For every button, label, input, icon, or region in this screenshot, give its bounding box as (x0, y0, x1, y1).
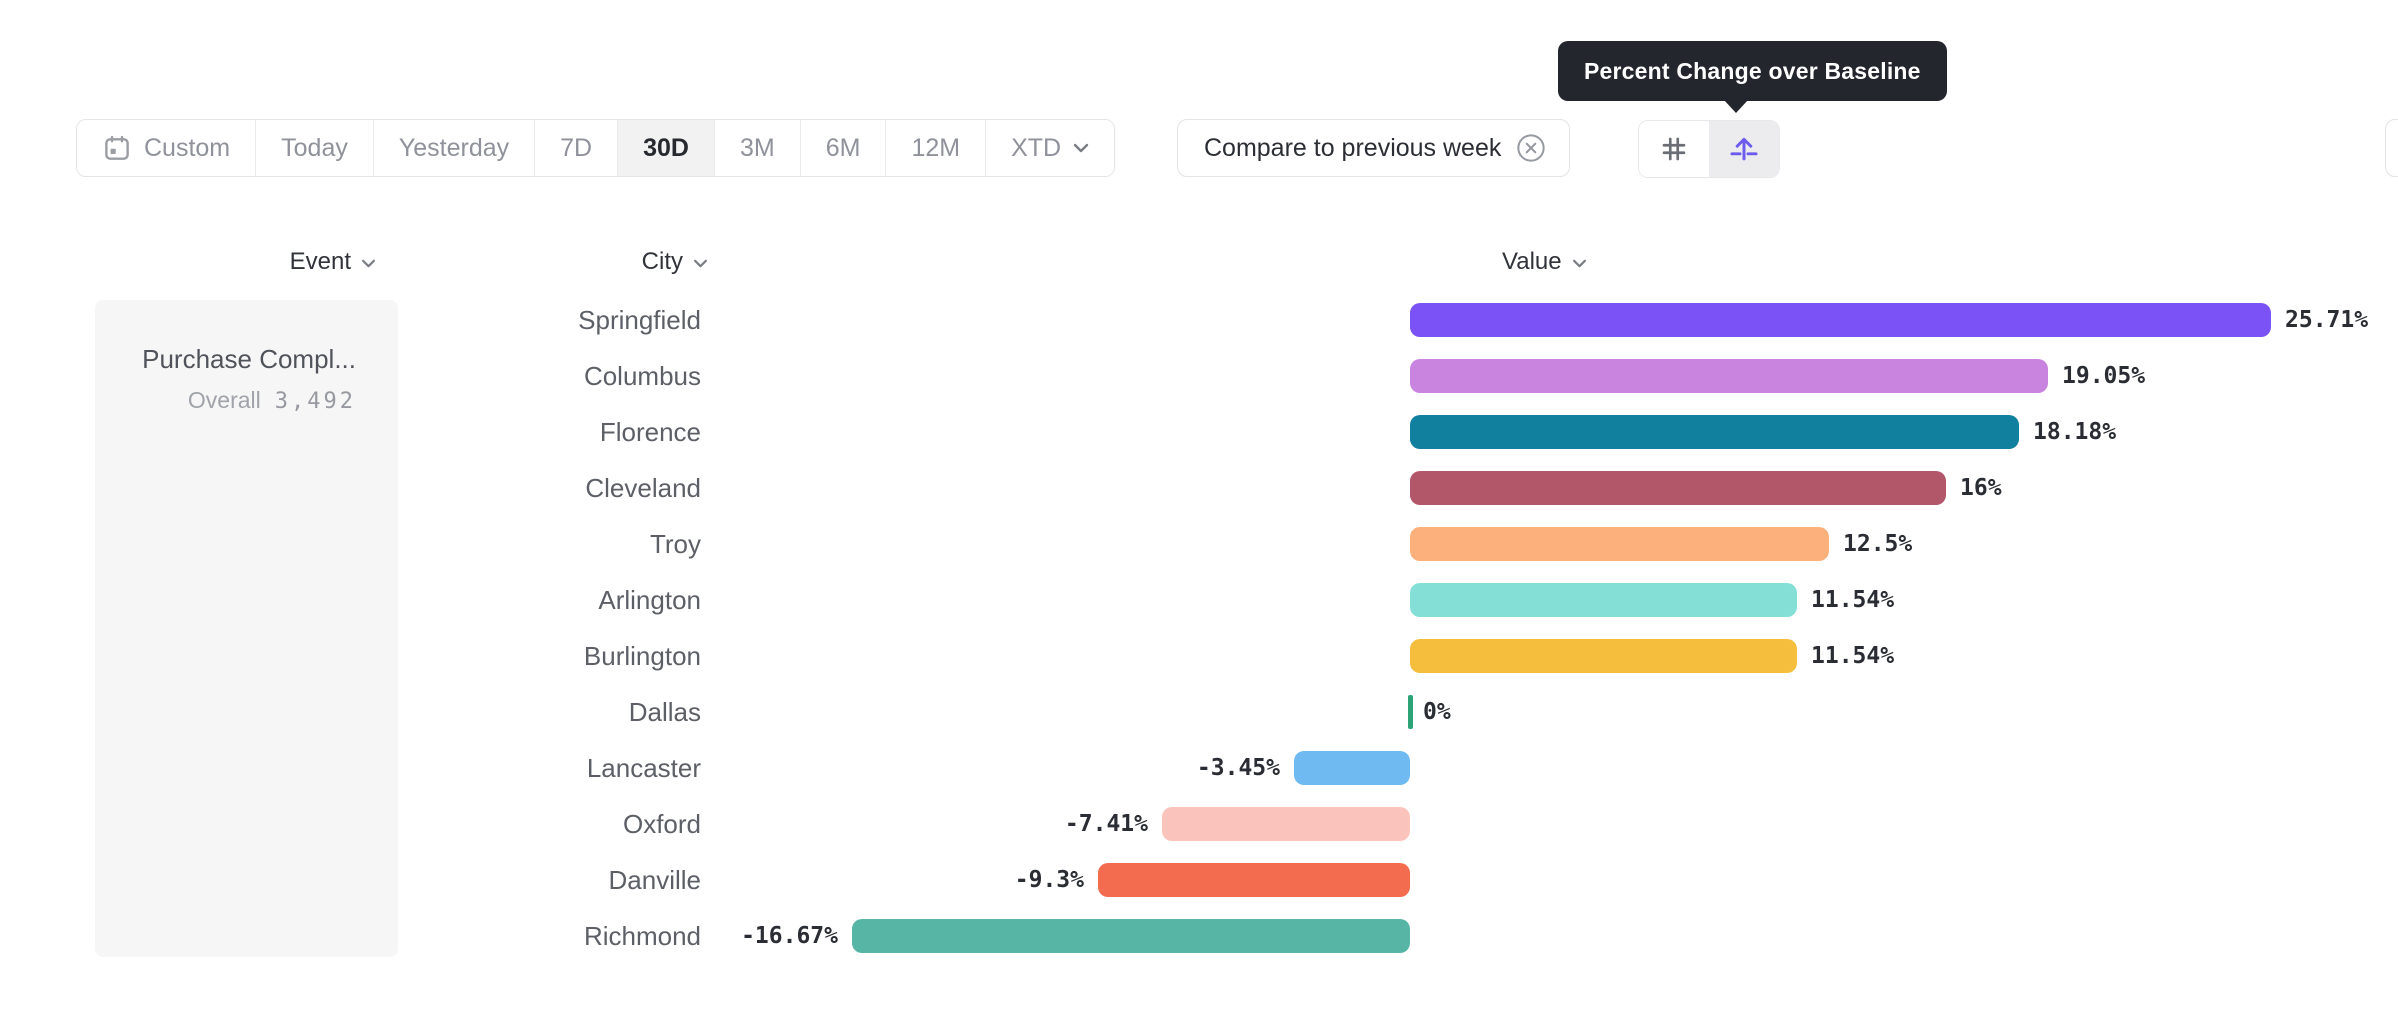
event-card[interactable]: Purchase Compl... Overall 3,492 (95, 300, 398, 957)
clipped-edge-button[interactable] (2385, 119, 2398, 177)
date-range-3m[interactable]: 3M (713, 120, 800, 176)
date-range-today[interactable]: Today (255, 120, 373, 176)
chart-row-springfield: Springfield 25.71% (400, 292, 2390, 348)
compare-pill[interactable]: Compare to previous week (1177, 119, 1571, 177)
value-bar-richmond[interactable] (852, 919, 1410, 953)
chart-row-richmond: Richmond -16.67% (400, 908, 2390, 964)
value-bar-columbus[interactable] (1410, 359, 2048, 393)
event-title: Purchase Compl... (142, 344, 356, 374)
value-label: -9.3% (1014, 867, 1084, 893)
date-range-label: Custom (144, 133, 231, 162)
chart-row-columbus: Columbus 19.05% (400, 348, 2390, 404)
compare-label: Compare to previous week (1204, 133, 1502, 162)
city-label: Cleveland (585, 473, 701, 503)
chevron-down-icon (693, 259, 708, 268)
display-mode-toggle (1638, 120, 1780, 178)
value-label: 16% (1960, 475, 2002, 501)
date-range-xtd[interactable]: XTD (985, 120, 1115, 176)
calendar-icon (102, 133, 132, 163)
value-bar-oxford[interactable] (1162, 807, 1410, 841)
chevron-down-icon (1073, 143, 1089, 153)
value-label: 11.54% (1811, 643, 1895, 669)
date-range-label: Today (281, 133, 348, 162)
chart-row-oxford: Oxford -7.41% (400, 796, 2390, 852)
city-label: Oxford (622, 809, 701, 839)
value-label: 25.71% (2285, 307, 2369, 333)
value-label: -16.67% (741, 923, 838, 949)
value-bar-cleveland[interactable] (1410, 471, 1946, 505)
chart-row-cleveland: Cleveland 16% (400, 460, 2390, 516)
city-label: Arlington (598, 585, 701, 615)
city-label: Lancaster (586, 753, 701, 783)
value-bar-danville[interactable] (1098, 863, 1410, 897)
city-label: Columbus (583, 361, 701, 391)
chevron-down-icon (1572, 259, 1587, 268)
value-label: -3.45% (1196, 755, 1280, 781)
value-bar-troy[interactable] (1410, 527, 1829, 561)
chevron-down-icon (361, 259, 376, 268)
column-header-city[interactable]: City (400, 242, 708, 282)
city-label: Danville (608, 865, 702, 895)
event-metric-label: Overall (187, 387, 261, 413)
date-range-group: Custom Today Yesterday 7D 30D 3M 6M 12M XTD (76, 119, 1116, 177)
value-bar-dallas[interactable] (1408, 695, 1413, 729)
date-range-30d[interactable]: 30D (617, 120, 714, 176)
date-range-6m[interactable]: 6M (799, 120, 886, 176)
tooltip-caret (1724, 100, 1748, 113)
column-header-event[interactable]: Event (95, 242, 398, 282)
value-label: 0% (1423, 699, 1451, 725)
value-label: 19.05% (2062, 363, 2146, 389)
event-metric-value: 3,492 (274, 389, 356, 414)
city-label: Springfield (578, 305, 701, 335)
event-metric: Overall 3,492 (95, 387, 356, 414)
chart-row-troy: Troy 12.5% (400, 516, 2390, 572)
chart-row-arlington: Arlington 11.54% (400, 572, 2390, 628)
value-bar-arlington[interactable] (1410, 583, 1797, 617)
column-header-value-label: Value (1502, 248, 1562, 275)
value-label: 18.18% (2033, 419, 2117, 445)
date-range-label: Yesterday (398, 133, 510, 162)
chart-row-lancaster: Lancaster -3.45% (400, 740, 2390, 796)
date-range-label: 30D (643, 133, 689, 162)
chart-row-burlington: Burlington 11.54% (400, 628, 2390, 684)
value-bar-lancaster[interactable] (1294, 751, 1410, 785)
date-range-label: 12M (911, 133, 961, 162)
chart-row-danville: Danville -9.3% (400, 852, 2390, 908)
city-label: Troy (649, 529, 701, 559)
numeric-toggle-button[interactable] (1639, 121, 1709, 177)
tooltip-text: Percent Change over Baseline (1584, 57, 1921, 84)
bar-chart: Springfield 25.71% Columbus 19.05% Florence 1… (400, 292, 2390, 964)
value-label: 12.5% (1843, 531, 1913, 557)
column-header-value[interactable]: Value (1502, 242, 1587, 282)
city-label: Richmond (583, 921, 701, 951)
hash-icon (1658, 133, 1690, 165)
date-range-label: 3M (739, 133, 775, 162)
percent-change-toggle-button[interactable] (1709, 121, 1779, 177)
value-bar-springfield[interactable] (1410, 303, 2271, 337)
city-label: Burlington (583, 641, 701, 671)
date-range-label: XTD (1011, 133, 1062, 162)
chart-row-dallas: Dallas 0% (400, 684, 2390, 740)
date-range-12m[interactable]: 12M (885, 120, 986, 176)
arrow-up-from-baseline-icon (1727, 132, 1761, 166)
column-header-city-label: City (641, 248, 683, 275)
city-label: Dallas (628, 697, 701, 727)
value-label: 11.54% (1811, 587, 1895, 613)
date-range-custom[interactable]: Custom (77, 120, 256, 176)
value-bar-burlington[interactable] (1410, 639, 1797, 673)
value-bar-florence[interactable] (1410, 415, 2019, 449)
date-range-yesterday[interactable]: Yesterday (372, 120, 535, 176)
tooltip-percent-change: Percent Change over Baseline (1558, 41, 1947, 113)
value-label: -7.41% (1064, 811, 1148, 837)
close-circle-icon[interactable] (1515, 132, 1547, 164)
date-range-7d[interactable]: 7D (534, 120, 618, 176)
column-header-event-label: Event (289, 248, 351, 275)
chart-row-florence: Florence 18.18% (400, 404, 2390, 460)
date-range-label: 7D (560, 133, 593, 162)
city-label: Florence (599, 417, 701, 447)
date-range-label: 6M (825, 133, 861, 162)
